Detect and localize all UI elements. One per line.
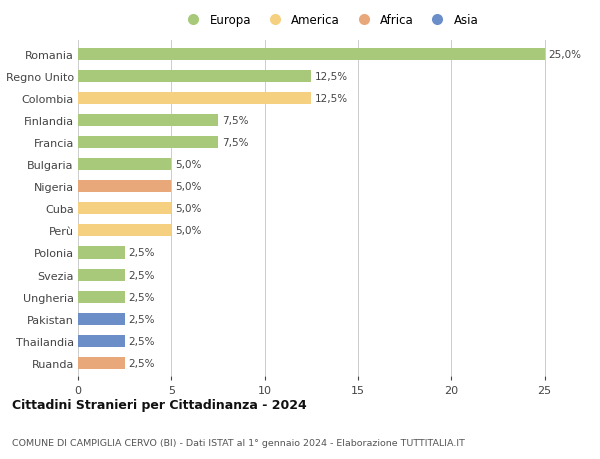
Bar [78,269,125,281]
Bar [78,335,125,347]
Text: 2,5%: 2,5% [128,270,155,280]
Text: 2,5%: 2,5% [128,358,155,368]
Text: 2,5%: 2,5% [128,292,155,302]
Text: 5,0%: 5,0% [175,204,202,214]
Text: Cittadini Stranieri per Cittadinanza - 2024: Cittadini Stranieri per Cittadinanza - 2… [12,398,307,412]
Bar [78,71,311,83]
Text: 7,5%: 7,5% [222,116,248,126]
Text: 5,0%: 5,0% [175,182,202,192]
Bar [78,137,218,149]
Bar [78,225,172,237]
Text: 2,5%: 2,5% [128,314,155,324]
Text: 25,0%: 25,0% [548,50,581,60]
Bar [78,357,125,369]
Legend: Europa, America, Africa, Asia: Europa, America, Africa, Asia [181,14,479,27]
Bar [78,291,125,303]
Bar [78,49,545,61]
Text: 12,5%: 12,5% [315,94,348,104]
Bar [78,313,125,325]
Bar [78,203,172,215]
Text: 5,0%: 5,0% [175,226,202,236]
Bar [78,93,311,105]
Text: COMUNE DI CAMPIGLIA CERVO (BI) - Dati ISTAT al 1° gennaio 2024 - Elaborazione TU: COMUNE DI CAMPIGLIA CERVO (BI) - Dati IS… [12,438,465,447]
Bar [78,115,218,127]
Text: 2,5%: 2,5% [128,248,155,258]
Text: 12,5%: 12,5% [315,72,348,82]
Text: 2,5%: 2,5% [128,336,155,346]
Text: 5,0%: 5,0% [175,160,202,170]
Text: 7,5%: 7,5% [222,138,248,148]
Bar [78,181,172,193]
Bar [78,247,125,259]
Bar [78,159,172,171]
